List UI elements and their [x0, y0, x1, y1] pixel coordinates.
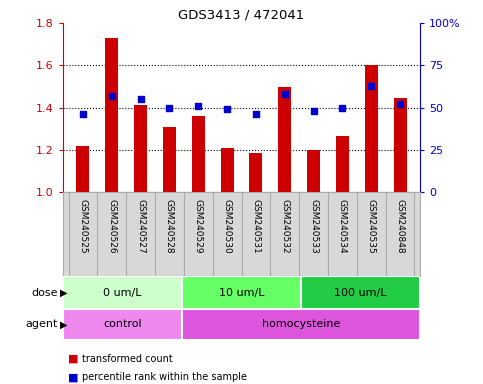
Bar [63, 309, 182, 340]
Text: GSM240534: GSM240534 [338, 199, 347, 253]
Text: GSM240530: GSM240530 [223, 199, 231, 253]
Text: ■: ■ [68, 354, 78, 364]
Bar [301, 276, 420, 309]
Text: ▶: ▶ [60, 319, 68, 329]
Bar [336, 136, 349, 192]
Text: ■: ■ [68, 372, 78, 382]
Bar [105, 38, 118, 192]
Point [223, 106, 231, 112]
Point [339, 104, 346, 111]
Text: homocysteine: homocysteine [262, 319, 340, 329]
Bar [134, 106, 147, 192]
Bar [182, 276, 301, 309]
Text: GSM240535: GSM240535 [367, 199, 376, 253]
Text: GSM240529: GSM240529 [194, 199, 203, 253]
Point [108, 93, 115, 99]
Text: GSM240848: GSM240848 [396, 199, 405, 253]
Bar [394, 98, 407, 192]
Text: GSM240531: GSM240531 [252, 199, 260, 253]
Point [368, 83, 375, 89]
Bar [76, 146, 89, 192]
Bar [163, 127, 176, 192]
Bar [182, 309, 420, 340]
Text: ▶: ▶ [60, 288, 68, 298]
Bar [278, 88, 291, 192]
Bar [365, 65, 378, 192]
Text: 0 um/L: 0 um/L [103, 288, 142, 298]
Title: GDS3413 / 472041: GDS3413 / 472041 [178, 9, 305, 22]
Text: transformed count: transformed count [82, 354, 173, 364]
Text: dose: dose [31, 288, 58, 298]
Bar [192, 116, 205, 192]
Point [396, 101, 404, 107]
Text: agent: agent [26, 319, 58, 329]
Point [79, 111, 87, 118]
Text: GSM240527: GSM240527 [136, 199, 145, 253]
Point [166, 104, 173, 111]
Bar [249, 153, 262, 192]
Point [252, 111, 260, 118]
Bar [221, 148, 234, 192]
Point [194, 103, 202, 109]
Point [281, 91, 289, 97]
Text: GSM240526: GSM240526 [107, 199, 116, 253]
Text: GSM240533: GSM240533 [309, 199, 318, 253]
Bar [63, 276, 182, 309]
Bar [307, 150, 320, 192]
Text: GSM240528: GSM240528 [165, 199, 174, 253]
Text: 100 um/L: 100 um/L [334, 288, 387, 298]
Text: percentile rank within the sample: percentile rank within the sample [82, 372, 247, 382]
Point [137, 96, 144, 102]
Text: GSM240532: GSM240532 [280, 199, 289, 253]
Text: control: control [103, 319, 142, 329]
Point [310, 108, 317, 114]
Text: GSM240525: GSM240525 [78, 199, 87, 253]
Text: 10 um/L: 10 um/L [219, 288, 264, 298]
